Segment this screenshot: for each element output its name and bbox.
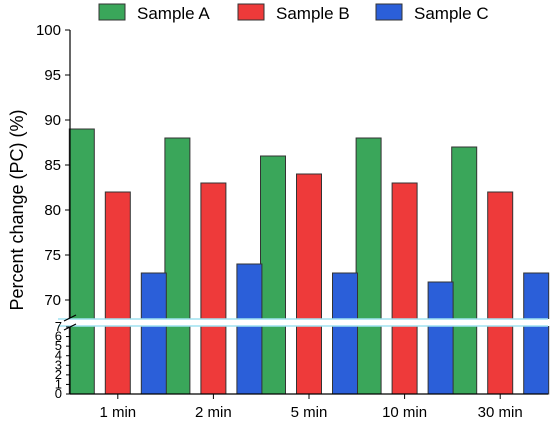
- legend-label-sample-c: Sample C: [414, 4, 489, 23]
- y-tick-label-lower-3: 3: [55, 357, 62, 372]
- bar-sample-a-1: [164, 137, 191, 395]
- y-axis-label: Percent change (PC) (%): [7, 109, 27, 310]
- x-tick-label-3: 10 min: [382, 404, 427, 421]
- bar-sample-b-2: [296, 173, 322, 395]
- legend: Sample A Sample B Sample C: [98, 3, 489, 23]
- bar-sample-a-0: [68, 128, 95, 395]
- y-tick-label-upper-0: 70: [44, 292, 61, 309]
- bar-sample-b-3: [391, 182, 418, 395]
- y-tick-label-lower-2: 2: [55, 367, 62, 382]
- bar-sample-c-0: [140, 272, 167, 395]
- y-tick-label-upper-4: 90: [44, 112, 61, 129]
- y-tick-label-upper-2: 80: [44, 202, 61, 219]
- bar-sample-c-2: [332, 272, 358, 395]
- bar-sample-b-1: [200, 182, 227, 395]
- legend-swatch-sample-b: [237, 3, 265, 21]
- bar-sample-b-0: [104, 191, 131, 395]
- legend-label-sample-a: Sample A: [137, 4, 210, 23]
- y-tick-label-upper-3: 85: [44, 157, 61, 174]
- y-tick-label-lower-0: 0: [55, 386, 62, 401]
- y-tick-label-lower-7: 7: [55, 319, 62, 334]
- y-tick-label-lower-1: 1: [55, 376, 62, 391]
- axis-break-band: [58, 319, 550, 326]
- y-tick-label-upper-1: 75: [44, 247, 61, 264]
- x-tick-label-0: 1 min: [99, 404, 136, 421]
- axis-break-mark-top: [63, 314, 77, 322]
- legend-swatch-sample-c: [375, 3, 403, 21]
- y-tick-label-lower-5: 5: [55, 338, 62, 353]
- bar-sample-c-1: [236, 263, 263, 395]
- x-tick-label-4: 30 min: [478, 404, 523, 421]
- bar-sample-a-3: [355, 137, 382, 395]
- y-tick-label-lower-6: 6: [55, 329, 62, 344]
- y-tick-label-lower-4: 4: [55, 348, 62, 363]
- y-tick-label-upper-6: 100: [36, 22, 61, 39]
- legend-label-sample-b: Sample B: [276, 4, 350, 23]
- x-tick-label-2: 5 min: [291, 404, 328, 421]
- bar-sample-c-4: [523, 272, 550, 395]
- bar-sample-a-4: [451, 146, 478, 395]
- bar-sample-c-3: [427, 281, 454, 395]
- y-tick-label-upper-5: 95: [44, 67, 61, 84]
- bar-sample-b-4: [487, 191, 514, 395]
- legend-swatch-sample-a: [98, 3, 126, 21]
- bar-sample-a-2: [260, 155, 286, 395]
- x-tick-label-1: 2 min: [195, 404, 232, 421]
